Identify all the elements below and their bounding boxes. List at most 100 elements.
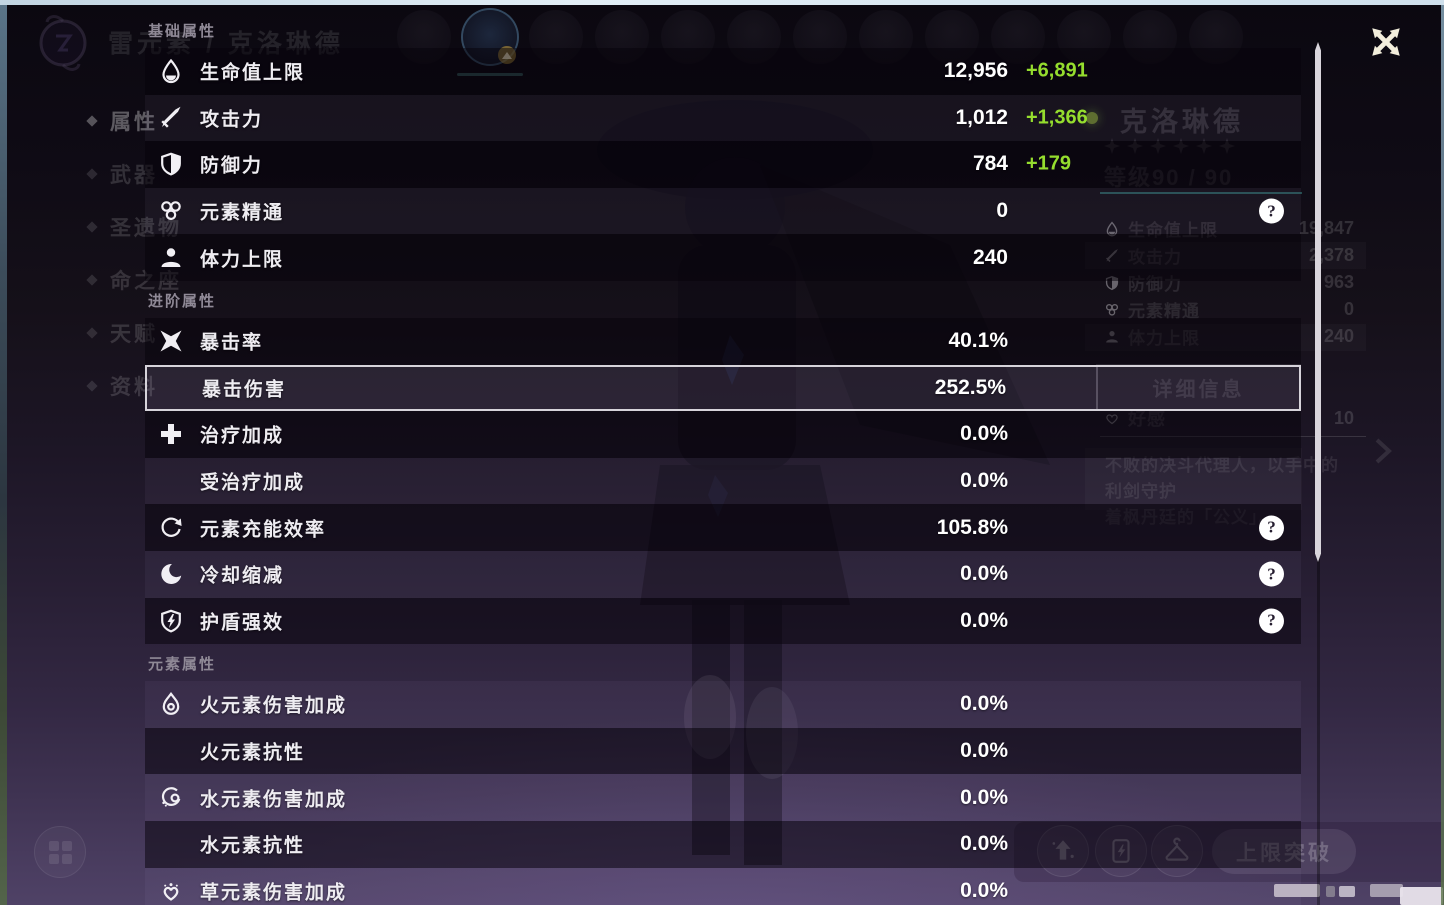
bg-stat-label: 元素精通: [1128, 302, 1200, 321]
hp-icon: [157, 57, 185, 85]
attr-label: 生命值上限: [200, 62, 306, 84]
attr-label: 暴击率: [200, 332, 264, 354]
section-header: 基础属性: [148, 23, 217, 40]
attr-value: 0.0%: [960, 832, 1008, 856]
attr-row-elemental-mastery[interactable]: 元素精通 0?: [145, 187, 1301, 235]
attr-bonus-value: +179: [1026, 152, 1072, 175]
scrollbar-thumb[interactable]: [1315, 42, 1321, 562]
attr-row-pyro-dmg-bonus[interactable]: 火元素伤害加成 0.0%: [145, 681, 1301, 728]
attr-value: 0.0%: [960, 878, 1008, 902]
bg-stat-row: 元素精通 0: [1104, 296, 1354, 323]
bg-stat-value: 0: [1343, 299, 1354, 319]
attr-row-dendro-dmg-bonus[interactable]: 草元素伤害加成 0.0%: [145, 867, 1301, 905]
bg-stat-value: 19,847: [1298, 218, 1354, 238]
attr-row-healing-bonus[interactable]: 治疗加成 0.0%: [145, 411, 1301, 458]
attr-row-incoming-healing[interactable]: 受治疗加成 0.0%: [145, 457, 1301, 505]
hydro-icon: [157, 784, 185, 812]
diamond-bullet-icon: [86, 168, 98, 180]
cooldown-reduction-icon: [157, 560, 185, 588]
atk-icon: [157, 104, 185, 132]
censored-block: [1339, 886, 1355, 897]
attr-label: 草元素伤害加成: [200, 882, 348, 904]
menu-grid-button[interactable]: [34, 826, 86, 878]
censored-block: [1274, 884, 1320, 897]
attr-row-pyro-res[interactable]: 火元素抗性 0.0%: [145, 727, 1301, 775]
stamina-icon: [157, 244, 185, 272]
divider: [1100, 192, 1302, 194]
elemental-mastery-icon: [1104, 302, 1120, 318]
attr-value: 0.0%: [960, 785, 1008, 809]
attr-row-hydro-dmg-bonus[interactable]: 水元素伤害加成 0.0%: [145, 774, 1301, 821]
attr-label: 元素精通: [200, 202, 285, 224]
attr-value: 40.1%: [948, 329, 1008, 353]
attr-row-max-stamina[interactable]: 体力上限 240: [145, 234, 1301, 281]
attr-label: 元素充能效率: [200, 519, 327, 541]
attr-value: 252.5%: [934, 375, 1006, 399]
diamond-bullet-icon: [86, 327, 98, 339]
sidebar-item-label: 圣遗物: [110, 217, 182, 240]
attr-label: 火元素伤害加成: [200, 695, 348, 717]
censored-block: [1400, 887, 1443, 905]
diamond-bullet-icon: [86, 380, 98, 392]
attr-label: 体力上限: [200, 249, 285, 271]
attr-row-energy-recharge[interactable]: 元素充能效率 105.8%?: [145, 504, 1301, 551]
sidebar-item-6[interactable]: 资料: [86, 371, 158, 401]
help-icon[interactable]: ?: [1259, 515, 1284, 541]
energy-recharge-icon: [157, 514, 185, 542]
section-header: 进阶属性: [148, 292, 217, 310]
attr-row-crit-rate[interactable]: 暴击率 40.1%: [145, 317, 1301, 365]
details-button-label: 详细信息: [1152, 379, 1245, 401]
attr-label: 治疗加成: [200, 425, 285, 447]
help-icon[interactable]: ?: [1259, 608, 1284, 634]
help-icon[interactable]: ?: [1259, 561, 1284, 587]
chevron-right-icon[interactable]: [1374, 438, 1392, 464]
attr-row-crit-dmg[interactable]: 暴击伤害 252.5%: [145, 364, 1301, 412]
sidebar-item-label: 属性: [110, 111, 158, 134]
dendro-icon: [157, 877, 185, 905]
attr-label: 攻击力: [200, 109, 264, 131]
sidebar-item-label: 武器: [110, 164, 158, 187]
window-edge-top: [0, 0, 1444, 5]
close-button[interactable]: [1364, 20, 1408, 64]
attr-label: 护盾强效: [200, 612, 285, 634]
attr-row-max-hp[interactable]: 生命值上限 12,956 +6,891: [145, 48, 1301, 95]
sidebar-item-3[interactable]: 圣遗物: [86, 212, 182, 242]
attr-row-hydro-res[interactable]: 水元素抗性 0.0%: [145, 820, 1301, 868]
attribute-list: 基础属性 生命值上限 12,956 +6,891 攻击力 1,012 +1,366 防御力 78…: [145, 0, 1301, 905]
attr-label: 水元素伤害加成: [200, 789, 348, 811]
scene-edge-right: [1441, 5, 1444, 905]
def-icon: [157, 150, 185, 178]
attr-label: 暴击伤害: [202, 379, 287, 401]
help-icon[interactable]: ?: [1259, 198, 1284, 224]
attr-label: 水元素抗性: [200, 835, 306, 857]
bg-stat-value: 240: [1323, 326, 1354, 346]
electro-element-icon: [1086, 112, 1098, 124]
elemental-mastery-icon: [157, 197, 185, 225]
attr-value: 0.0%: [960, 469, 1008, 493]
attr-value: 12,956: [943, 59, 1008, 83]
diamond-bullet-icon: [86, 221, 98, 233]
bg-stat-value: 963: [1323, 272, 1354, 292]
attr-label: 冷却缩减: [200, 565, 285, 587]
attr-row-cd-reduction[interactable]: 冷却缩减 0.0%?: [145, 550, 1301, 598]
attr-value: 0.0%: [960, 562, 1008, 586]
attr-value: 0.0%: [960, 608, 1008, 632]
attr-row-shield-strength[interactable]: 护盾强效 0.0%?: [145, 597, 1301, 645]
pyro-icon: [157, 690, 185, 718]
censored-block: [1326, 886, 1335, 897]
section-header: 元素属性: [148, 656, 217, 674]
attr-value: 0.0%: [960, 692, 1008, 716]
attr-value: 0.0%: [960, 422, 1008, 446]
sidebar-item-5[interactable]: 天赋: [86, 318, 158, 348]
attr-row-atk[interactable]: 攻击力 1,012 +1,366: [145, 94, 1301, 142]
attr-row-def[interactable]: 防御力 784 +179: [145, 141, 1301, 188]
attr-label: 火元素抗性: [200, 742, 306, 764]
sidebar-item-label: 天赋: [110, 323, 158, 346]
sidebar-item-2[interactable]: 武器: [86, 159, 158, 189]
friendship-value: 10: [1333, 407, 1354, 428]
shield-strength-icon: [157, 607, 185, 635]
attr-value: 0: [996, 199, 1008, 223]
diamond-bullet-icon: [86, 115, 98, 127]
sidebar-item-1[interactable]: 属性: [86, 106, 158, 136]
